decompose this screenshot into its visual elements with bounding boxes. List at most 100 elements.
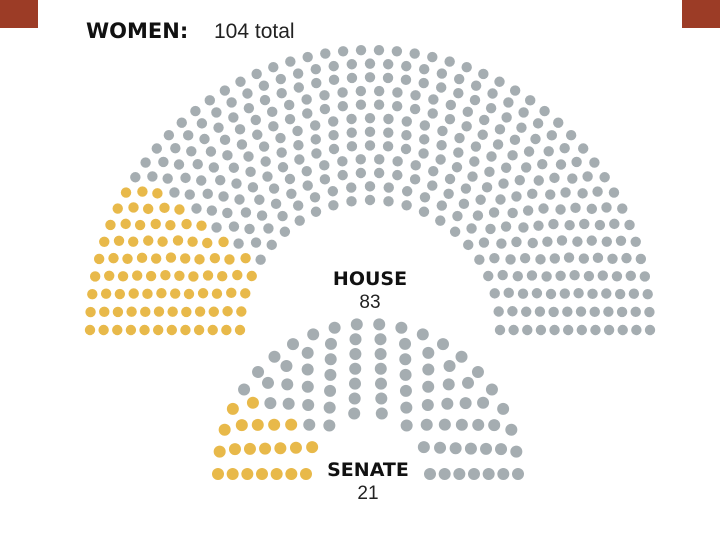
seat-other: [498, 178, 509, 189]
seat-other: [409, 174, 421, 185]
seat-other: [373, 167, 385, 179]
seat-other: [211, 222, 222, 233]
seat-other: [466, 223, 477, 234]
seat-other: [337, 46, 349, 57]
seat-women: [99, 236, 110, 247]
seat-other: [455, 418, 468, 431]
seat-other: [543, 146, 554, 157]
seat-other: [587, 288, 598, 300]
seat-other: [616, 306, 628, 318]
seat-other: [383, 196, 394, 207]
seat-other: [492, 139, 504, 150]
seat-other: [609, 218, 620, 230]
seat-other: [436, 82, 447, 93]
seat-other: [461, 62, 472, 73]
seat-other: [461, 121, 472, 132]
seat-other: [445, 99, 457, 111]
seat-other: [319, 90, 330, 101]
seat-women: [188, 271, 199, 282]
seat-other: [382, 72, 394, 84]
chamber-value: 21: [357, 483, 378, 504]
seat-other: [469, 94, 481, 106]
seat-other: [467, 171, 478, 182]
seat-women: [217, 271, 228, 282]
seat-other: [545, 288, 557, 300]
seat-other: [509, 134, 521, 146]
seat-other: [382, 141, 394, 152]
seat-other: [422, 380, 435, 393]
seat-other: [395, 321, 408, 334]
seat-other: [261, 376, 274, 389]
seat-women: [174, 270, 185, 281]
seat-other: [213, 122, 224, 133]
seat-other: [277, 162, 289, 173]
seat-other: [453, 147, 464, 158]
seat-other: [324, 384, 337, 397]
seat-other: [182, 130, 194, 141]
seat-other: [191, 203, 202, 214]
seat-women: [174, 204, 185, 215]
seat-other: [383, 113, 394, 125]
seat-other: [500, 221, 512, 232]
seat-other: [258, 141, 270, 152]
seat-other: [589, 306, 600, 318]
seat-other: [247, 182, 259, 193]
seat-other: [435, 215, 446, 226]
seat-other: [569, 269, 580, 281]
seat-other: [346, 196, 357, 207]
seat-other: [523, 146, 535, 157]
seat-other: [419, 192, 431, 203]
seat-women: [172, 235, 184, 246]
seat-other: [292, 200, 304, 211]
seat-other: [549, 324, 560, 336]
seat-women: [194, 254, 205, 265]
seat-other: [556, 235, 568, 246]
seat-other: [410, 160, 421, 171]
seat-other: [538, 203, 549, 214]
seat-other: [514, 175, 525, 186]
corner-decoration: [682, 0, 720, 28]
seat-other: [565, 130, 577, 141]
seat-other: [462, 376, 475, 389]
seat-other: [399, 384, 412, 397]
seat-other: [470, 141, 482, 152]
seat-other: [479, 114, 490, 126]
seat-other: [244, 223, 255, 235]
seat-other: [355, 99, 367, 110]
seat-women: [246, 270, 257, 282]
seat-other: [279, 226, 291, 237]
seat-other: [349, 347, 362, 360]
seat-other: [243, 102, 255, 114]
seat-other: [548, 306, 559, 318]
seat-other: [505, 423, 518, 436]
seat-other: [428, 94, 439, 105]
seat-other: [286, 188, 297, 199]
seat-other: [424, 468, 436, 480]
seat-other: [346, 113, 357, 125]
seat-other: [471, 365, 484, 378]
seat-other: [555, 204, 566, 215]
seat-women: [160, 269, 171, 281]
seat-other: [392, 87, 403, 98]
seat-other: [573, 288, 584, 299]
seat-women: [202, 270, 214, 281]
seat-other: [555, 270, 566, 281]
seat-other: [319, 103, 331, 115]
seat-other: [603, 306, 614, 317]
seat-other: [518, 107, 529, 118]
seat-other: [346, 182, 357, 193]
seat-other: [630, 236, 641, 247]
seat-other: [319, 160, 330, 171]
seat-other: [399, 337, 412, 350]
seat-other: [589, 157, 600, 168]
seat-women: [289, 441, 302, 454]
seat-other: [270, 198, 282, 210]
seat-women: [165, 220, 176, 231]
seat-other: [601, 202, 612, 213]
seat-other: [349, 377, 362, 390]
seat-women: [226, 402, 239, 415]
seat-other: [374, 154, 385, 165]
seat-women: [165, 252, 177, 263]
seat-other: [578, 143, 589, 154]
seat-women: [212, 468, 224, 480]
